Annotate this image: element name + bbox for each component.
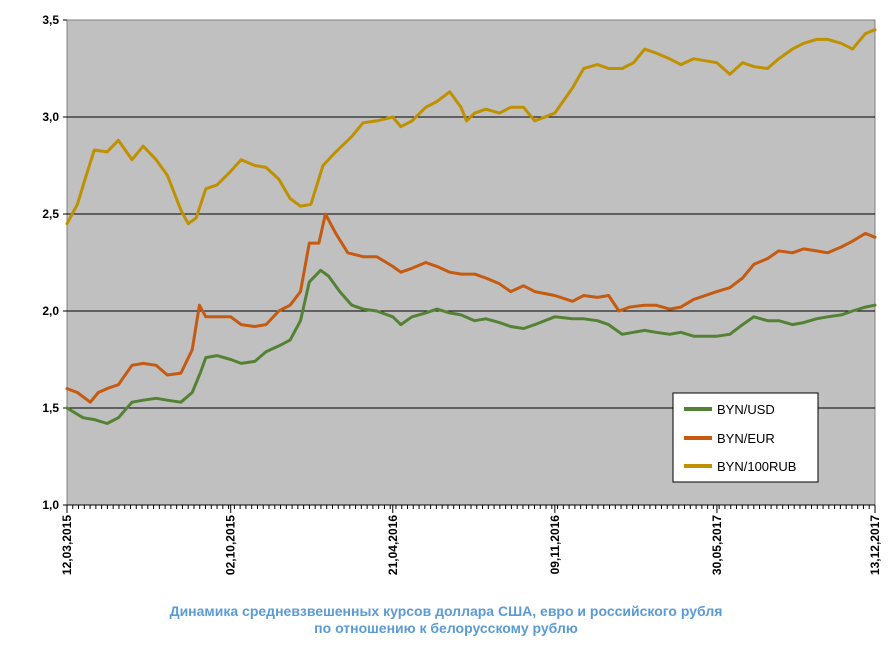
x-tick-label: 30,05,2017: [710, 515, 724, 575]
series-lines: [65, 28, 877, 425]
y-tick-label: 2,5: [42, 207, 59, 221]
legend-label-rub: BYN/100RUB: [717, 459, 796, 474]
x-tick-label: 13,12,2017: [868, 515, 882, 575]
y-tick-label: 1,5: [42, 401, 59, 415]
x-tick-label: 02,10,2015: [224, 515, 238, 575]
x-tick-label: 09,11,2016: [548, 515, 562, 575]
y-tick-label: 1,0: [42, 498, 59, 512]
y-tick-label: 3,0: [42, 110, 59, 124]
y-axis-ticks: 1,0 1,5 2,0 2,5 3,0 3,5: [42, 13, 67, 512]
caption-line-1: Динамика средневзвешенных курсов доллара…: [169, 603, 723, 619]
x-axis: 12,03,2015 02,10,2015 21,04,2016 09,11,2016…: [60, 504, 882, 575]
legend-label-eur: BYN/EUR: [717, 431, 775, 446]
series-line-2: [65, 212, 877, 404]
y-tick-label: 3,5: [42, 13, 59, 27]
x-tick-label: 12,03,2015: [60, 515, 74, 575]
y-tick-label: 2,0: [42, 304, 59, 318]
line-chart: 1,0 1,5 2,0 2,5 3,0 3,5 12,03,2015 02,10,2015 2…: [42, 13, 882, 575]
x-tick-label: 21,04,2016: [386, 515, 400, 575]
caption-line-2: по отношению к белорусскому рублю: [314, 620, 578, 636]
series-line-3: [65, 28, 877, 226]
legend: BYN/USD BYN/EUR BYN/100RUB: [672, 392, 819, 483]
legend-label-usd: BYN/USD: [717, 402, 775, 417]
series-line-1: [65, 268, 877, 425]
chart-caption: Динамика средневзвешенных курсов доллара…: [0, 603, 892, 637]
